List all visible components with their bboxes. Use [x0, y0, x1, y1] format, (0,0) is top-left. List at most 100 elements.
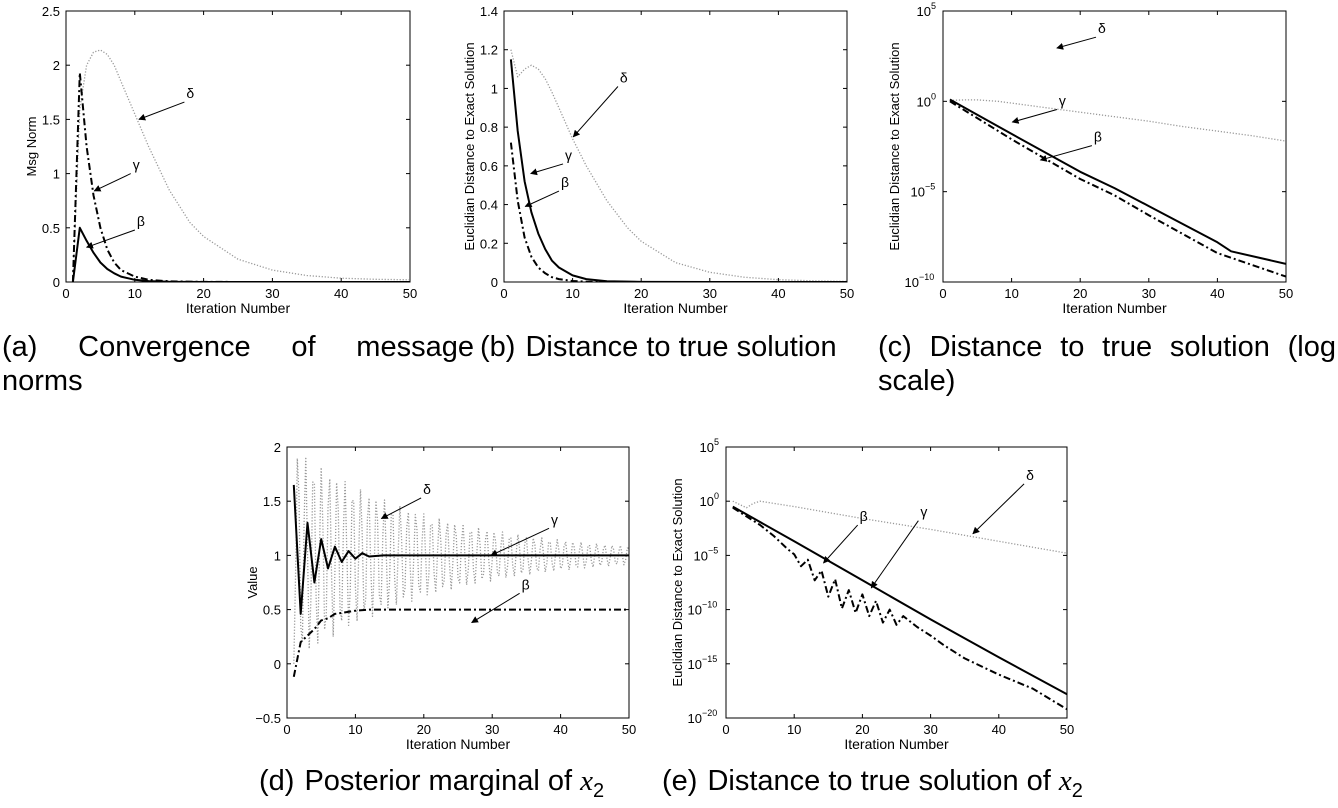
caption-b-label: (b) — [480, 331, 516, 363]
y-tick-label: 2 — [53, 58, 60, 73]
y-tick-label: 1 — [274, 548, 281, 563]
chart-msg-norm-convergence: 0 10 20 30 40 50 0 0.5 1 1.5 2 2.5 Iteration Number M… — [24, 4, 417, 316]
annotation-label: γ — [920, 504, 927, 520]
x-axis-label: Iteration Number — [1062, 300, 1167, 316]
series-line — [292, 608, 629, 677]
x-tick-label: 20 — [417, 722, 431, 737]
y-tick-label: 1 — [491, 81, 498, 96]
annotation-label: β — [137, 213, 145, 229]
x-tick-label: 10 — [128, 286, 142, 301]
y-tick-label: 0 — [53, 275, 60, 290]
y-tick-label: 10 — [917, 94, 931, 109]
x-tick-label: 50 — [1060, 722, 1074, 737]
x-tick-label: 10 — [565, 286, 579, 301]
annotation-arrow — [1056, 36, 1097, 50]
x-tick-label: 20 — [634, 286, 648, 301]
series-line — [732, 505, 1067, 696]
y-tick-label: 1 — [53, 167, 60, 182]
caption-d-var: x — [580, 765, 593, 797]
annotation-label: γ — [551, 511, 558, 527]
x-tick-label: 0 — [283, 722, 290, 737]
x-tick-label: 50 — [840, 286, 854, 301]
annotation-arrow — [530, 163, 564, 176]
axes-frame — [725, 446, 1068, 719]
caption-e: (e) Distance to true solution of x2 — [662, 764, 1083, 808]
annotation-label: γ — [565, 147, 572, 163]
axes-frame — [942, 10, 1287, 283]
x-tick-label: 30 — [265, 286, 279, 301]
caption-b: (b) Distance to true solution — [480, 330, 880, 364]
axes-frame — [65, 10, 411, 283]
x-axis-label: Iteration Number — [844, 736, 949, 752]
y-tick-label: 0.8 — [480, 120, 498, 135]
y-tick-label: 1.5 — [42, 112, 60, 127]
y-axis-label: Value — [245, 566, 260, 598]
caption-a-line2: norms — [2, 365, 83, 397]
series-line — [71, 71, 410, 282]
annotation-label: δ — [620, 69, 628, 85]
y-tick-exponent: −5 — [708, 545, 718, 555]
x-tick-label: 10 — [1004, 286, 1018, 301]
annotation-label: γ — [133, 157, 140, 173]
series-line — [293, 456, 629, 664]
caption-c: (c) Distance to true solution (log scale… — [878, 330, 1336, 398]
annotation-label: γ — [1059, 92, 1066, 108]
caption-d-label: (d) — [259, 765, 295, 797]
series-line — [71, 226, 410, 282]
caption-a-word-3: message — [356, 331, 474, 363]
x-tick-label: 40 — [771, 286, 785, 301]
annotation-arrow — [870, 520, 919, 589]
caption-c-word-5: (log — [1287, 331, 1336, 363]
caption-e-label: (e) — [662, 765, 698, 797]
caption-d-sub: 2 — [592, 779, 605, 802]
annotation-arrow — [138, 101, 185, 121]
caption-a-word-1: Convergence — [78, 331, 251, 363]
y-axis-label: Euclidian Distance to Exact Solution — [887, 42, 902, 250]
series-line — [509, 142, 847, 282]
y-tick-exponent: −5 — [925, 182, 935, 192]
y-tick-exponent: −20 — [702, 708, 717, 718]
x-tick-label: 40 — [334, 286, 348, 301]
y-axis-label: Euclidian Distance to Exact Solution — [670, 478, 685, 686]
annotation-arrow — [823, 524, 859, 564]
annotation-arrow — [490, 527, 550, 556]
x-tick-label: 30 — [485, 722, 499, 737]
y-tick-label: 10 — [700, 440, 714, 455]
x-tick-label: 40 — [1210, 286, 1224, 301]
caption-c-word-3: true — [1102, 331, 1153, 363]
caption-c-word-2: to — [1060, 331, 1085, 363]
x-tick-label: 0 — [62, 286, 69, 301]
y-tick-exponent: 0 — [714, 491, 719, 501]
y-tick-label: 1.5 — [263, 494, 281, 509]
y-tick-label: 10 — [688, 711, 702, 726]
y-tick-label: 2.5 — [42, 4, 60, 19]
y-tick-exponent: 5 — [931, 1, 936, 11]
annotation-arrow — [572, 86, 619, 138]
caption-a: (a) Convergence of message norms — [2, 330, 474, 398]
caption-c-word-1: Distance — [929, 331, 1043, 363]
caption-a-word-2: of — [291, 331, 316, 363]
y-tick-label: 1.2 — [480, 43, 498, 58]
annotation-arrow — [380, 497, 422, 519]
annotation-arrow — [972, 483, 1025, 535]
series-line — [292, 484, 629, 615]
annotation-label: δ — [1026, 467, 1034, 483]
y-tick-label: 2 — [274, 440, 281, 455]
x-tick-label: 40 — [553, 722, 567, 737]
series-line — [949, 99, 1286, 142]
caption-c-line2: scale) — [878, 365, 956, 397]
y-tick-exponent: −10 — [919, 272, 934, 282]
chart-distance-to-true-solution: 0 10 20 30 40 50 0 0.2 0.4 0.6 0.8 1 1.2 1.4 Iteration… — [462, 4, 854, 316]
x-tick-label: 20 — [1073, 286, 1087, 301]
y-tick-exponent: 0 — [931, 91, 936, 101]
y-tick-label: 10 — [694, 548, 708, 563]
x-axis-label: Iteration Number — [623, 300, 728, 316]
x-tick-label: 10 — [348, 722, 362, 737]
y-tick-label: 0.5 — [263, 603, 281, 618]
x-tick-label: 50 — [403, 286, 417, 301]
caption-c-label: (c) — [878, 331, 912, 363]
x-tick-label: 20 — [855, 722, 869, 737]
y-tick-label: 10 — [700, 494, 714, 509]
